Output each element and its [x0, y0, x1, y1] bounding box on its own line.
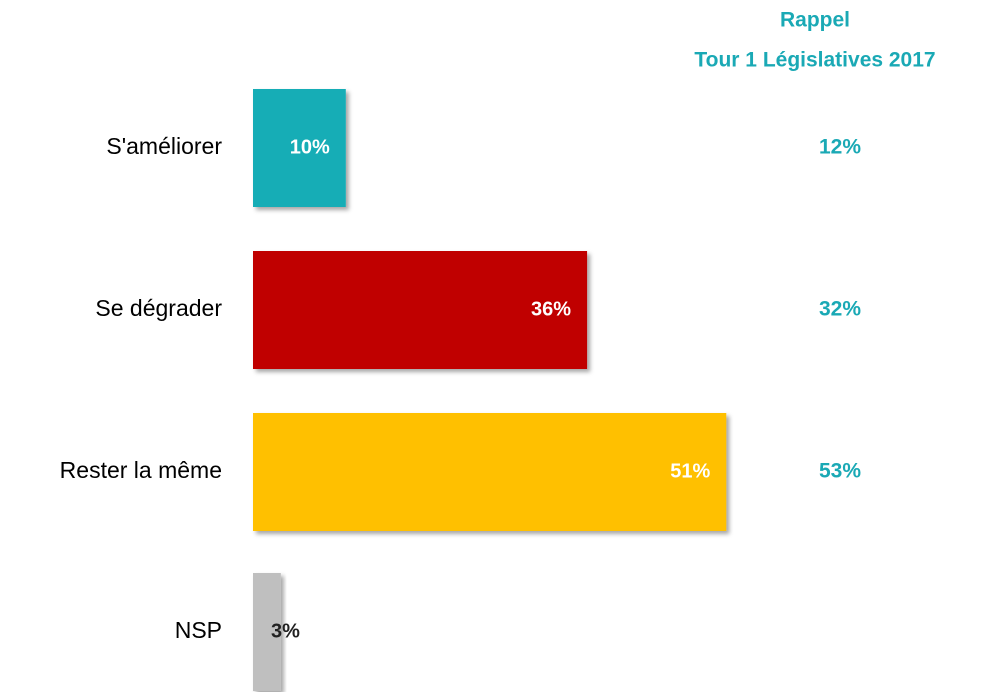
bar-value-label: 10% — [290, 136, 330, 158]
recall-value: 12% — [819, 136, 861, 159]
category-label: Se dégrader — [95, 295, 222, 321]
recall-value: 32% — [819, 298, 861, 321]
category-label: NSP — [175, 617, 222, 643]
recall-title: Tour 1 Législatives 2017 — [694, 49, 935, 72]
bar — [253, 251, 588, 369]
recall-value: 53% — [819, 460, 861, 483]
bar-value-label: 51% — [670, 460, 710, 482]
bar — [253, 89, 346, 207]
bar — [253, 573, 281, 691]
recall-title: Rappel — [780, 9, 850, 32]
bar — [253, 413, 727, 531]
category-label: Rester la même — [60, 457, 222, 483]
category-label: S'améliorer — [106, 133, 222, 159]
bar-value-label: 3% — [271, 620, 300, 642]
bar-value-label: 36% — [531, 298, 571, 320]
